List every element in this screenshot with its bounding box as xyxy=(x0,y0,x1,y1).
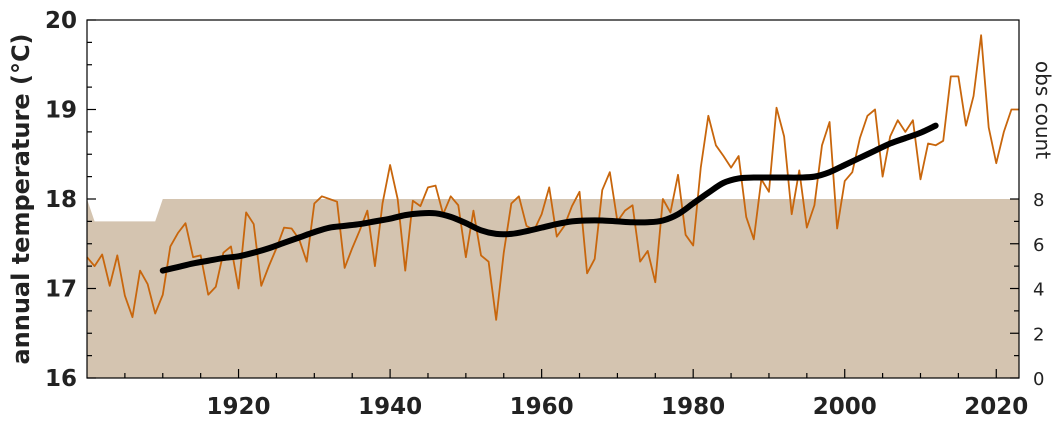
y2-tick-label: 0 xyxy=(1033,369,1044,390)
obs-count-area xyxy=(87,199,1019,378)
x-tick-label: 1940 xyxy=(358,394,422,420)
y2-tick-label: 6 xyxy=(1033,235,1044,256)
x-tick-label: 1960 xyxy=(510,394,574,420)
y2-tick-label: 4 xyxy=(1033,280,1044,301)
right-axis-label: obs count xyxy=(1031,61,1055,159)
x-tick-label: 2020 xyxy=(964,394,1028,420)
y-tick-label: 17 xyxy=(45,277,77,303)
smoothed-trend-line xyxy=(159,122,939,274)
temperature-lines-layer xyxy=(86,34,1019,321)
y-tick-label: 18 xyxy=(45,187,77,213)
obs-count-area-layer xyxy=(87,199,1019,378)
y2-tick-label: 2 xyxy=(1033,324,1044,345)
x-tick-label: 2000 xyxy=(813,394,877,420)
annual-temperature-line xyxy=(86,34,1019,321)
x-tick-label: 1920 xyxy=(207,394,271,420)
y-axis-label: annual temperature (°C) xyxy=(7,33,35,364)
y-tick-label: 19 xyxy=(45,98,77,124)
y-tick-label: 16 xyxy=(45,366,77,392)
y2-tick-label: 8 xyxy=(1033,190,1044,211)
y-tick-label: 20 xyxy=(45,8,77,34)
x-tick-label: 1980 xyxy=(661,394,725,420)
